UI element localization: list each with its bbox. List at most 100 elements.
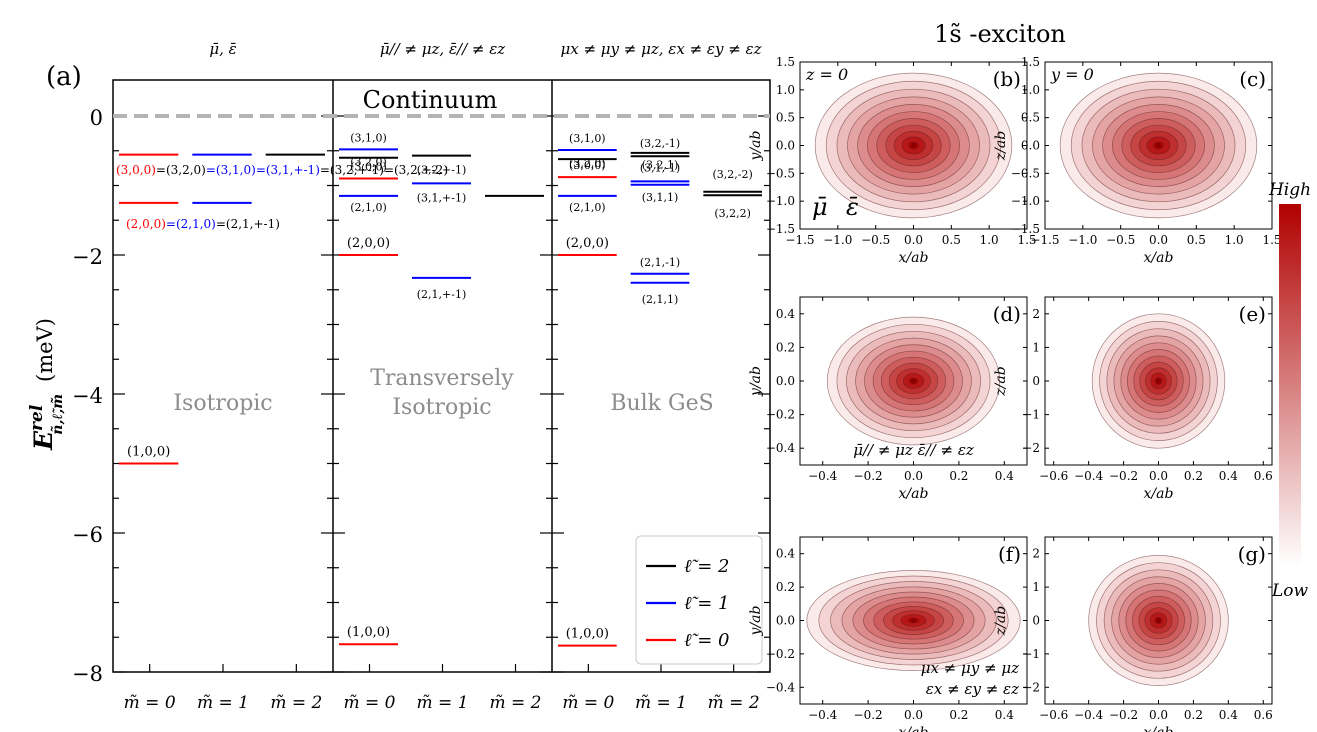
panel-annotation: εx ≠ εy ≠ εz [926,680,1019,698]
m-label: m̃ = 1 [417,693,469,713]
legend-label: ℓ̃ = 2 [684,556,729,577]
panel-label: (g) [1238,542,1266,566]
level-label: (1,0,0) [347,625,390,640]
level-label: (3,2,0) [569,157,606,170]
legend: ℓ̃ = 2 ℓ̃ = 1 ℓ̃ = 0 [635,535,763,665]
y-tick-label: −8 [72,662,103,686]
m-label: m̃ = 1 [635,693,687,713]
level-label: (3,1,+-1) [417,191,467,204]
y-label-main: E [29,430,58,451]
degenerate-part: =(3,2,0) [156,163,206,177]
colorbar-bar [1279,204,1301,566]
level-label: (3,2,-1) [640,137,680,150]
panel-g: −0.6 −0.4 −0.2 0.0 0.2 0.4 0.6 −2 −1 0 1 2 x/ab z/ab (… [993,536,1273,732]
region-label: Isotropic [173,391,272,416]
x-tick-label: −1.5 [1030,233,1059,247]
x-axis-label: x/ab [1144,250,1174,266]
level-label: (3,0,0) [350,161,387,174]
colorbar-high-label: High [1268,180,1311,200]
panel-f: −0.4 −0.2 0.0 0.2 0.4 −0.4 −0.2 0.0 0.2 0.4 x/ab y/… [748,536,1028,732]
plane-label: y = 0 [1050,65,1094,84]
m-label: m̃ = 2 [270,693,322,713]
m-label: m̃ = 2 [708,693,760,713]
region-label: Bulk GeS [610,391,713,416]
x-axis-label: x/ab [1144,486,1174,502]
y-label-sup: rel [27,404,47,431]
degenerate-part: =(2,1,0) [166,217,216,231]
level-label: (2,1,0) [350,201,387,214]
y-tick-label: 0.0 [1021,139,1040,153]
x-tick-label: 0.2 [1184,469,1203,483]
y-tick-label: 1.0 [776,83,795,97]
x-tick-label: −0.2 [1109,708,1138,722]
level-label: (1,0,0) [566,627,609,642]
y-tick-label: 0.4 [776,307,795,321]
x-tick-label: 0.0 [904,708,923,722]
level-label: (3,2,-2) [713,168,753,181]
x-tick-label: −0.4 [808,708,838,722]
colorbar: High Low [1268,180,1311,601]
y-tick-label: −2 [1022,441,1040,455]
contour-peak [911,618,916,623]
x-tick-label: 0.0 [1149,708,1168,722]
level-label: (2,0,0) [347,236,390,251]
y-tick-label: 0.5 [1021,111,1040,125]
x-tick-label: −0.5 [861,233,890,247]
x-tick-label: −0.2 [1109,469,1138,483]
x-tick-label: 0.6 [1254,708,1273,722]
y-tick-label: 0 [1032,614,1040,628]
y-tick-label: 1.0 [1021,83,1040,97]
m-label: m̃ = 0 [124,693,176,713]
x-tick-label: 0.4 [1219,708,1238,722]
y-tick-label: 0 [1032,374,1040,388]
degenerate-part: (2,0,0) [126,217,166,231]
panel-label: (b) [993,67,1021,91]
y-axis-label: y/ab [748,366,764,397]
x-tick-label: −0.2 [854,708,883,722]
panel-e: −0.6 −0.4 −0.2 0.0 0.2 0.4 0.6 −2 −1 0 1 2 x/ab z/ab (… [993,296,1273,502]
y-tick-label: 0.2 [776,580,795,594]
continuum-label: Continuum [363,86,498,114]
panel-annotation: μ̄ [812,193,828,221]
y-tick-label: −1.0 [766,194,795,208]
x-tick-label: 1.0 [1225,233,1244,247]
x-tick-label: 0.2 [1184,708,1203,722]
level-label: (3,2,2) [714,207,751,220]
panel-label: (d) [993,302,1021,326]
level-label: (2,1,0) [569,201,606,214]
y-tick-label: 0.5 [776,111,795,125]
y-tick-label: −0.5 [1011,166,1040,180]
degenerate-part: =(3,1,+-1) [256,163,320,177]
level-label: (3,2,1) [642,158,679,171]
x-tick-label: 0.6 [1254,469,1273,483]
region-label: Isotropic [392,395,491,420]
x-tick-label: 0.0 [1149,469,1168,483]
y-tick-label: −2 [72,245,103,269]
degenerate-part: (3,0,0) [116,163,156,177]
legend-label: ℓ̃ = 0 [684,630,729,651]
panel-d: −0.4 −0.2 0.0 0.2 0.4 −0.4 −0.2 0.0 0.2 0.4 x/ab y/… [748,296,1028,502]
x-tick-label: −0.2 [854,469,883,483]
level-label: (3,1,1) [642,191,679,204]
panel-a: 0 −2 −4 −6 −8 m̃ = 0 m̃ = 1 m̃ = 2 μ̄, ε̄ m̃ = 0 m… [27,40,771,713]
level-label: (3,0,0) [569,159,606,172]
y-axis-label: Erel ñ,ℓ̃,m̃ (meV) [27,318,66,451]
degenerate-part: =(3,1,0) [206,163,256,177]
y-tick-label: −0.5 [766,166,795,180]
y-tick-label: −0.2 [766,408,795,422]
x-axis-label: x/ab [899,250,929,266]
y-axis-label: y/ab [748,130,764,161]
y-tick-label: −0.2 [766,647,795,661]
panel-label: (f) [998,542,1021,566]
x-tick-label: −0.6 [1039,469,1068,483]
x-tick-label: 0.4 [1219,469,1238,483]
x-tick-label: −0.6 [1039,708,1068,722]
y-tick-label: 0.4 [776,547,795,561]
x-tick-label: 0.2 [949,469,968,483]
y-axis-label: z/ab [993,606,1009,636]
x-tick-label: −0.4 [808,469,838,483]
y-tick-label: −1 [1022,408,1040,422]
x-tick-label: 0.0 [904,469,923,483]
plane-label: z = 0 [805,65,848,84]
level-label: (3,2,0) [350,156,387,169]
